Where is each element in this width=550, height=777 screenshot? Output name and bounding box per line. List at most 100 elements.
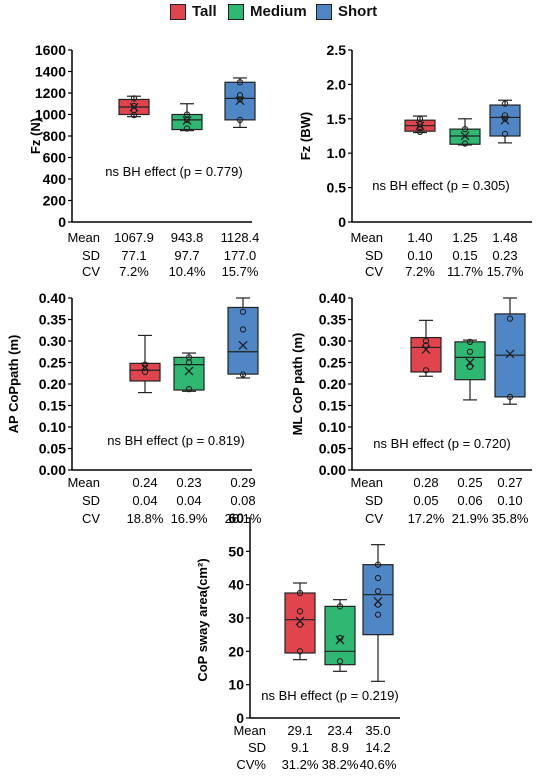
mean-marker	[505, 349, 515, 359]
box-iqr	[227, 306, 259, 375]
stats-value: 1.40	[407, 230, 432, 245]
stats-value: 1.48	[492, 230, 517, 245]
data-point	[506, 393, 514, 401]
y-axis-label: CoP sway area(cm²)	[195, 558, 210, 681]
stats-value: 31.2%	[282, 757, 319, 772]
data-point	[239, 326, 247, 333]
y-tick-label: 60	[228, 510, 244, 526]
mean-marker	[295, 616, 305, 626]
y-tick-label: 0.20	[319, 376, 346, 392]
stats-value: 0.25	[457, 475, 482, 490]
stats-value: 0.06	[457, 493, 482, 508]
box-medium	[171, 103, 203, 132]
stats-value: 1128.4	[221, 230, 260, 245]
stats-value: 0.04	[132, 493, 157, 508]
significance-annotation: ns BH effect (p = 0.720)	[373, 436, 510, 451]
y-tick-label: 0.35	[39, 312, 66, 328]
y-tick-label: 0.10	[319, 419, 346, 435]
stats-row-label: Mean	[350, 475, 383, 490]
stats-value: 0.15	[452, 248, 477, 263]
mean-marker	[182, 116, 192, 126]
data-point	[466, 348, 474, 355]
data-point	[501, 130, 509, 138]
y-tick-label: 0.5	[327, 180, 347, 196]
box-iqr	[173, 356, 205, 391]
stats-row-label: Mean	[67, 230, 100, 245]
y-tick-label: 1600	[35, 42, 66, 58]
y-tick-label: 0.15	[39, 398, 66, 414]
mean-marker	[140, 362, 150, 372]
stats-value: 943.8	[171, 230, 204, 245]
y-tick-label: 0.10	[39, 419, 66, 435]
data-point	[130, 102, 138, 110]
y-tick-label: 400	[43, 171, 67, 187]
data-point	[374, 561, 382, 568]
data-point	[461, 140, 469, 147]
stats-value: 0.10	[497, 493, 522, 508]
data-point	[130, 111, 138, 119]
chart-panel-2: 0 0.5 1.0 1.5 2.0 2.5 Fz (BW) ns BH effect (p =…	[298, 42, 532, 279]
data-point	[183, 125, 191, 132]
data-point	[506, 315, 514, 322]
box-tall	[118, 95, 150, 119]
y-tick-label: 0.15	[319, 398, 346, 414]
y-axis-label: Fz (N)	[28, 118, 43, 154]
data-point	[374, 588, 382, 595]
y-tick-label: 2.0	[327, 76, 347, 92]
y-tick-label: 2.5	[327, 42, 347, 58]
box-medium	[449, 118, 481, 147]
y-axis-label: Fz (BW)	[298, 112, 313, 160]
stats-row-label: CV	[365, 511, 383, 526]
mean-marker	[129, 102, 139, 112]
data-point	[501, 100, 509, 107]
y-tick-label: 50	[228, 543, 244, 559]
significance-annotation: ns BH effect (p = 0.779)	[105, 164, 242, 179]
stats-value: 177.0	[224, 248, 257, 263]
stats-value: 8.9	[331, 740, 349, 755]
box-short	[489, 99, 521, 144]
data-point	[466, 338, 474, 346]
y-tick-label: 0.05	[39, 441, 66, 457]
mean-marker	[421, 345, 431, 355]
mean-marker	[460, 131, 470, 141]
stats-row-label: CV	[82, 264, 100, 279]
data-point	[296, 589, 304, 597]
stats-row-label: SD	[82, 493, 100, 508]
y-tick-label: 40	[228, 577, 244, 593]
box-short	[362, 544, 394, 682]
stats-value: 0.27	[497, 475, 522, 490]
significance-annotation: ns BH effect (p = 0.305)	[372, 178, 509, 193]
chart-panel-3: 0.00 0.05 0.10 0.15 0.20 0.25 0.30 0.35 0.40 AP C…	[6, 290, 262, 526]
stats-value: 15.7%	[487, 264, 524, 279]
y-tick-label: 800	[43, 128, 67, 144]
y-tick-label: 0.00	[319, 462, 346, 478]
stats-value: 14.2	[365, 740, 390, 755]
stats-row-label: SD	[365, 248, 383, 263]
stats-value: 77.1	[121, 248, 146, 263]
data-point	[336, 658, 344, 665]
significance-annotation: ns BH effect (p = 0.819)	[107, 433, 244, 448]
data-point	[185, 386, 193, 393]
stats-value: 38.2%	[322, 757, 359, 772]
y-tick-label: 0.25	[319, 355, 346, 371]
stats-value: 15.7%	[222, 264, 259, 279]
data-point	[466, 363, 474, 370]
stats-value: 1.25	[452, 230, 477, 245]
legend-swatch-tall	[170, 4, 186, 20]
stats-row-label: CV	[365, 264, 383, 279]
stats-value: 10.4%	[169, 264, 206, 279]
y-tick-label: 0.30	[319, 333, 346, 349]
y-tick-label: 0.00	[39, 462, 66, 478]
stats-value: 0.23	[176, 475, 201, 490]
data-point	[416, 121, 424, 128]
data-point	[236, 96, 244, 103]
data-point	[374, 611, 382, 618]
significance-annotation: ns BH effect (p = 0.219)	[261, 688, 398, 703]
mean-marker	[415, 121, 425, 131]
mean-marker	[235, 96, 245, 106]
box-medium	[324, 599, 356, 672]
box-medium	[173, 352, 205, 393]
stats-value: 0.05	[413, 493, 438, 508]
data-point	[130, 95, 138, 102]
